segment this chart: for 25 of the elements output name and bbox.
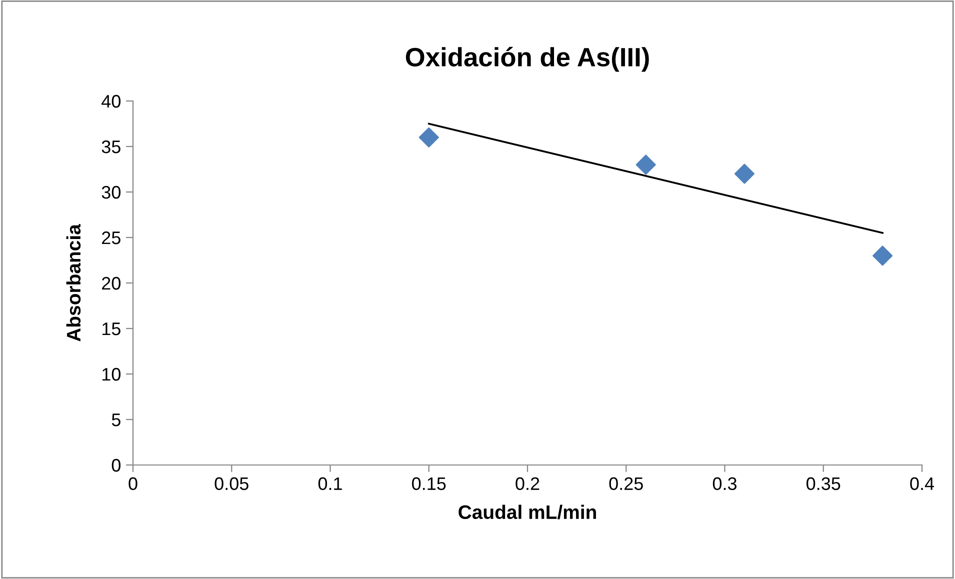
chart-title: Oxidación de As(III) xyxy=(406,46,649,72)
x-tick-label: 0.35 xyxy=(806,477,840,490)
x-axis-title: Caudal mL/min xyxy=(458,504,596,520)
x-tick-label: 0.15 xyxy=(412,477,446,490)
x-tick-label: 0.3 xyxy=(712,477,737,490)
y-tick-label: 0 xyxy=(112,458,120,472)
y-axis-title: Absorbancia xyxy=(66,224,81,342)
y-tick-label: 30 xyxy=(102,186,120,199)
point xyxy=(418,127,439,148)
point xyxy=(872,246,893,266)
y-tick-label: 5 xyxy=(112,414,120,426)
x-tick-label: 0 xyxy=(128,477,138,490)
y-tick-label: 25 xyxy=(102,231,120,244)
x-tick-label: 0.25 xyxy=(609,477,643,490)
y-tick-label: 20 xyxy=(102,276,120,290)
x-tick-label: 0.1 xyxy=(318,477,342,490)
x-tick-label: 0.2 xyxy=(516,477,540,490)
x-tick-label: 0.4 xyxy=(910,477,934,490)
y-tick-label: 35 xyxy=(102,140,120,154)
point xyxy=(734,164,754,184)
y-tick-label: 40 xyxy=(102,94,120,108)
x-tick-label: 0.05 xyxy=(214,477,248,490)
y-tick-label: 15 xyxy=(102,322,120,336)
y-tick-label: 10 xyxy=(102,368,120,381)
point xyxy=(636,154,656,175)
